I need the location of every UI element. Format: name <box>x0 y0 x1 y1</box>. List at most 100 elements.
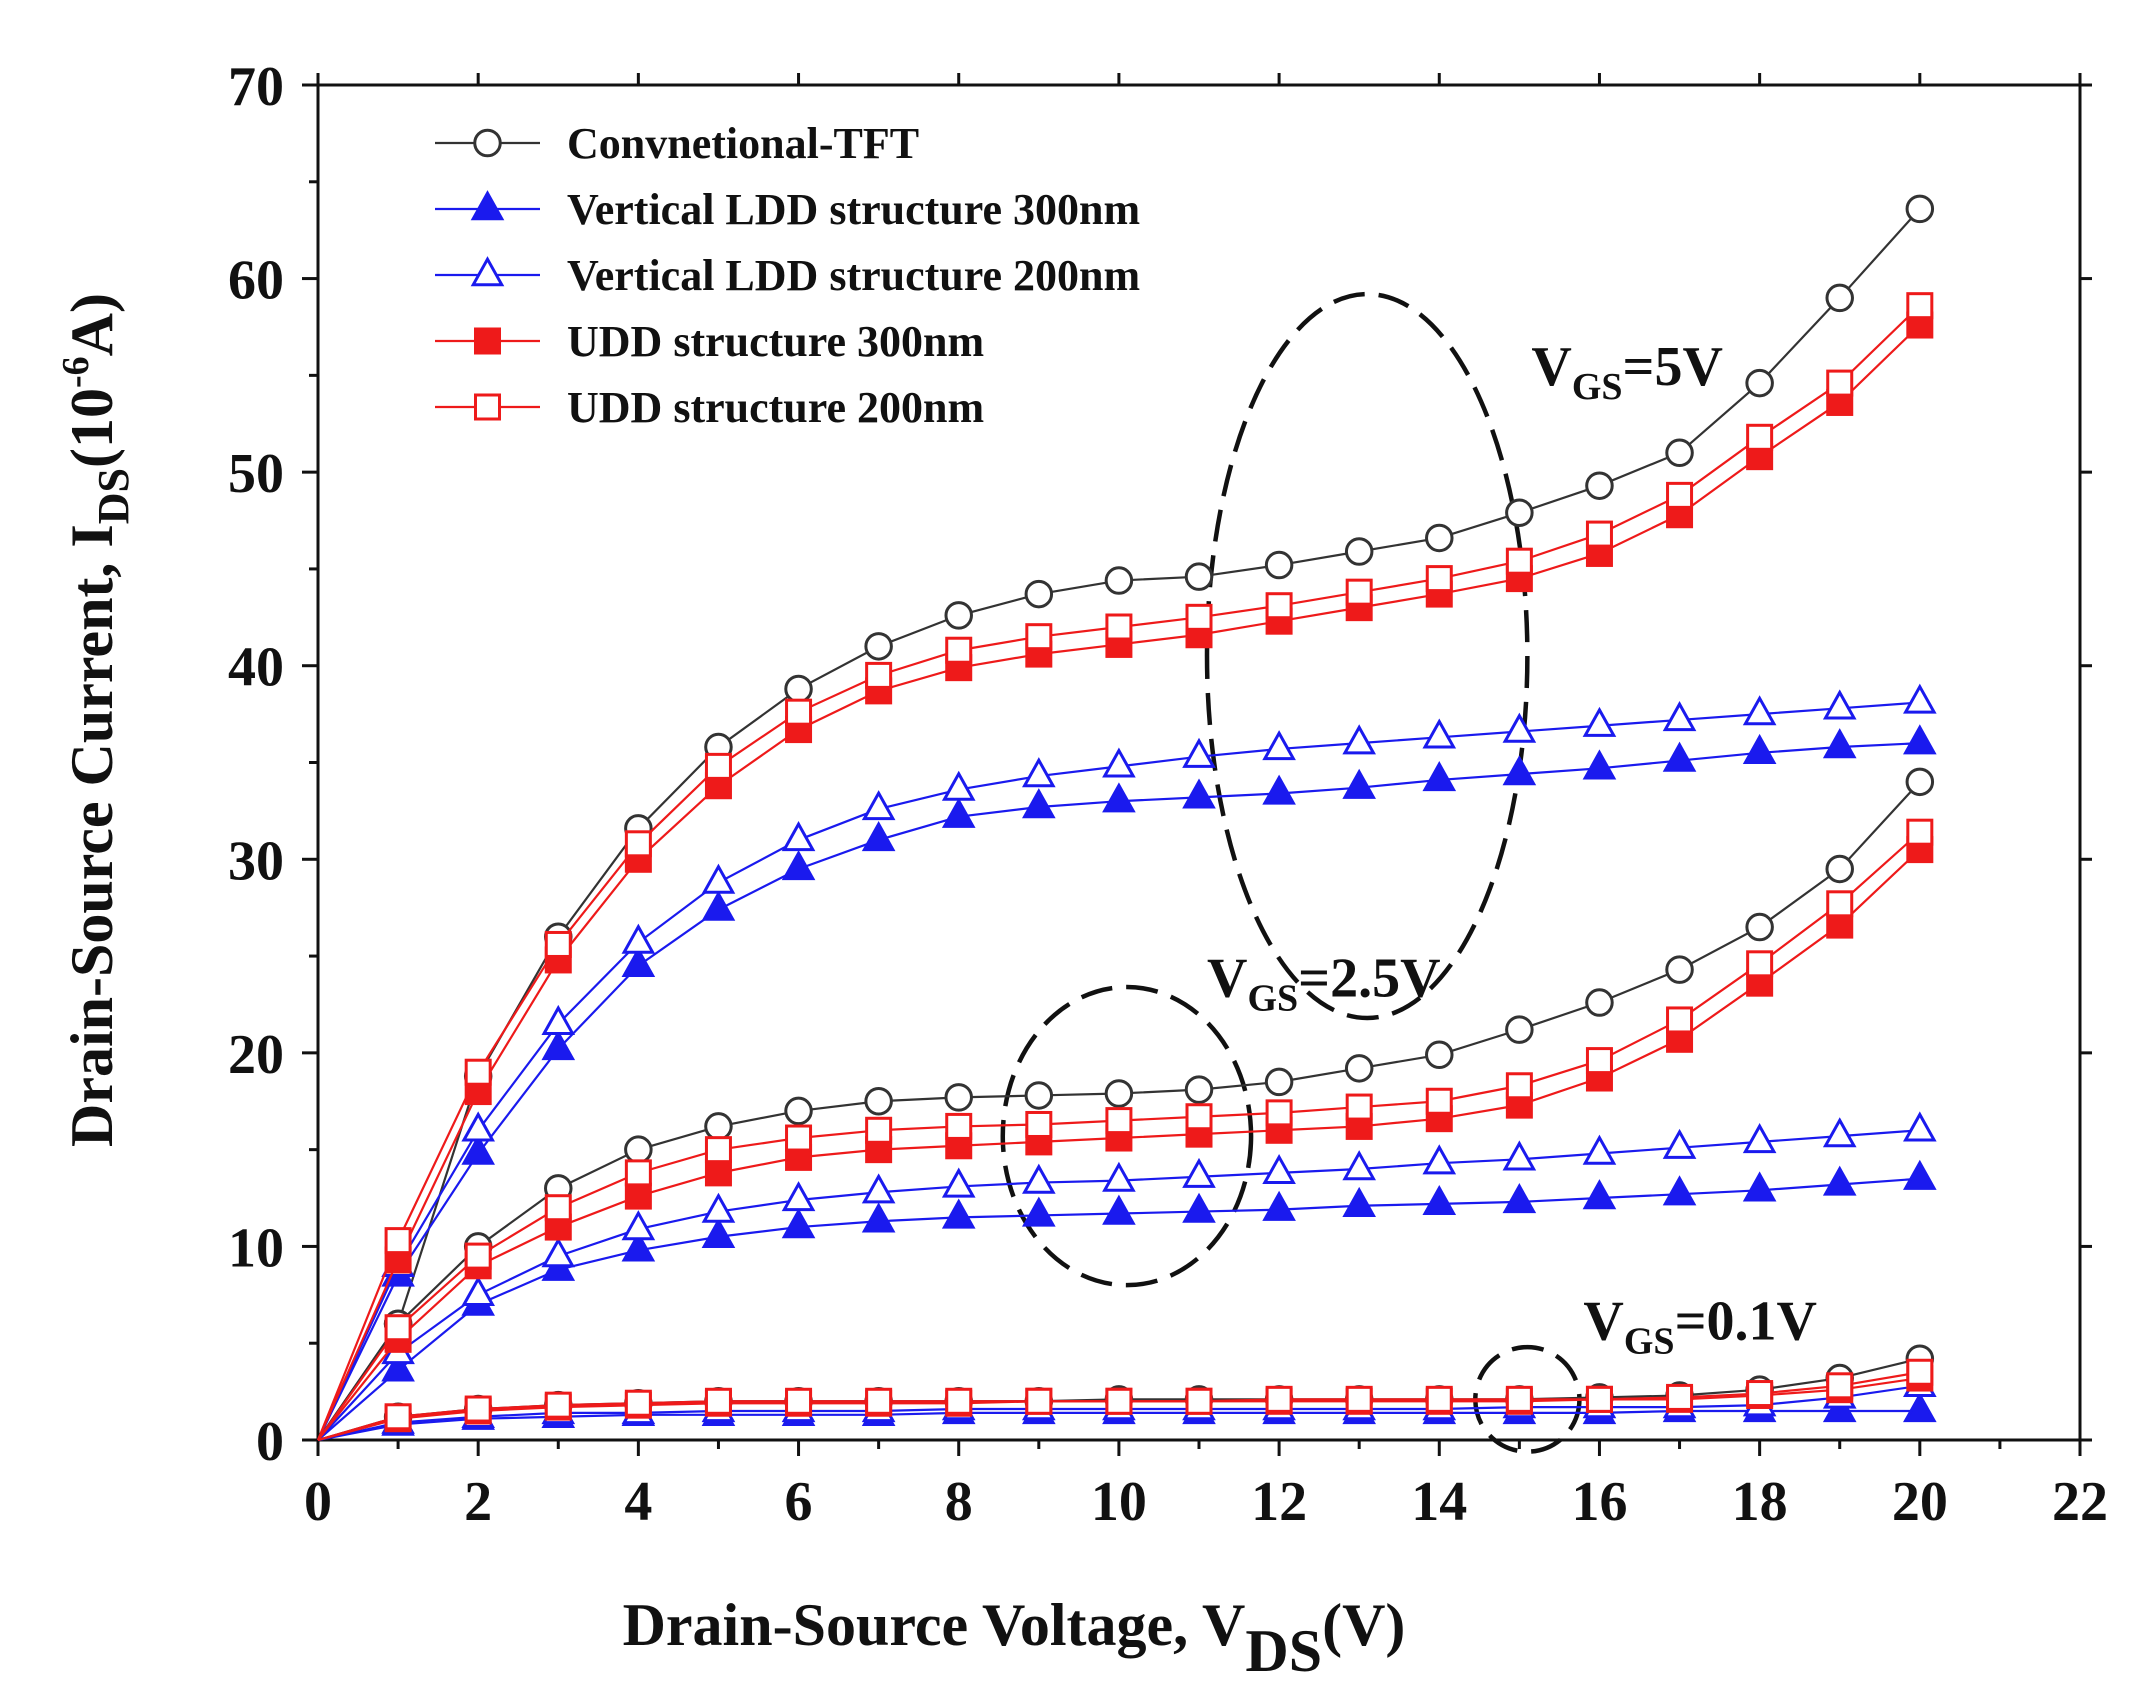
data-point <box>621 923 656 954</box>
data-point <box>704 1387 732 1415</box>
x-tick-label: 20 <box>1892 1471 1948 1533</box>
legend: Convnetional-TFT Vertical LDD structure 3… <box>435 119 1140 432</box>
data-point <box>781 821 816 852</box>
data-point <box>1025 1387 1053 1415</box>
data-point <box>944 601 973 630</box>
data-point <box>941 770 976 801</box>
y-tick-label: 70 <box>228 56 284 118</box>
data-point <box>1826 890 1854 918</box>
data-point <box>1024 1081 1054 1110</box>
data-point <box>1505 498 1534 528</box>
vgs-ellipse <box>1000 984 1254 1288</box>
data-point <box>865 661 893 689</box>
data-point <box>544 930 572 958</box>
data-point <box>1906 1358 1934 1386</box>
vgs-label-main: V <box>1531 336 1571 398</box>
vgs-label-main: V <box>1583 1290 1623 1352</box>
data-point <box>945 1387 973 1415</box>
data-point <box>701 863 736 894</box>
data-point <box>1906 818 1934 846</box>
data-point <box>1102 782 1136 813</box>
data-point <box>1022 757 1056 788</box>
data-point <box>945 636 973 664</box>
data-point <box>1184 562 1214 591</box>
data-point <box>1666 1006 1694 1034</box>
data-point <box>1826 1372 1854 1400</box>
data-point <box>541 1004 576 1036</box>
data-point <box>1422 761 1457 792</box>
data-point <box>1185 603 1213 631</box>
legend-marker <box>474 393 501 421</box>
x-axis-title-sub: DS <box>1245 1618 1322 1684</box>
data-point <box>1422 1184 1457 1216</box>
data-point <box>1582 749 1617 780</box>
data-point <box>1505 547 1533 575</box>
data-point <box>624 1389 652 1417</box>
data-point <box>1505 1015 1534 1044</box>
data-point <box>464 1395 492 1423</box>
data-point <box>1022 788 1056 819</box>
data-point <box>1262 730 1296 761</box>
data-point <box>1742 1171 1777 1202</box>
data-point <box>1265 592 1293 620</box>
legend-marker <box>470 190 505 221</box>
vgs-label-sub: GS <box>1572 366 1623 408</box>
data-point <box>1182 737 1216 768</box>
data-point <box>1585 1385 1613 1413</box>
data-point <box>1265 1385 1293 1413</box>
vgs-label: VGS=5V <box>1531 336 1723 408</box>
data-point <box>384 1227 412 1255</box>
data-point <box>944 1083 973 1112</box>
data-point <box>541 1237 576 1268</box>
data-point <box>1742 1123 1777 1154</box>
x-tick-label: 8 <box>945 1471 973 1533</box>
data-point <box>1265 1099 1293 1127</box>
data-point <box>785 1387 813 1415</box>
vgs-ellipse <box>1204 291 1530 1021</box>
legend-item: Vertical LDD structure 300nm <box>435 185 1140 234</box>
data-point <box>1825 283 1854 313</box>
data-point <box>941 1167 976 1198</box>
data-point <box>861 790 896 821</box>
y-axis-title-sub: DS <box>89 468 138 524</box>
data-point <box>1822 689 1857 720</box>
data-point <box>1182 1192 1216 1223</box>
data-point <box>1905 194 1935 224</box>
data-point <box>704 1159 732 1187</box>
data-point <box>1502 755 1537 786</box>
series-4 <box>316 292 1934 1442</box>
data-point <box>1104 1079 1134 1108</box>
data-point <box>461 1134 495 1165</box>
y-tick-label: 10 <box>228 1217 284 1279</box>
data-point <box>1425 1087 1453 1115</box>
data-point <box>1425 523 1454 553</box>
data-point <box>704 1112 733 1141</box>
vgs-label-sub: GS <box>1624 1320 1675 1362</box>
data-point <box>624 1135 653 1164</box>
y-tick-label: 60 <box>228 250 284 312</box>
data-point <box>861 821 896 852</box>
data-point <box>1502 1140 1537 1171</box>
data-point <box>1903 1111 1937 1142</box>
x-tick-label: 14 <box>1411 1471 1467 1533</box>
vgs-label-main: V <box>1207 948 1247 1010</box>
legend-label: Vertical LDD structure 300nm <box>567 185 1140 234</box>
data-point <box>381 1351 415 1382</box>
x-axis-title: Drain-Source Voltage, VDS(V) <box>623 1592 1406 1684</box>
data-point <box>1024 579 1054 609</box>
data-point <box>461 1275 495 1307</box>
y-axis-title-main: Drain-Source Current, I <box>59 524 125 1147</box>
data-point <box>1505 1385 1533 1413</box>
data-point <box>1825 854 1854 884</box>
data-point <box>701 1192 736 1223</box>
legend-label: UDD structure 200nm <box>567 383 984 432</box>
y-tick-label: 40 <box>228 637 284 699</box>
data-point <box>1102 1161 1136 1192</box>
data-point <box>1746 1380 1774 1408</box>
data-point <box>544 1194 572 1222</box>
data-point <box>1105 613 1133 641</box>
data-point <box>1184 1075 1214 1104</box>
x-tick-label: 0 <box>304 1471 332 1533</box>
data-point <box>1182 778 1216 809</box>
